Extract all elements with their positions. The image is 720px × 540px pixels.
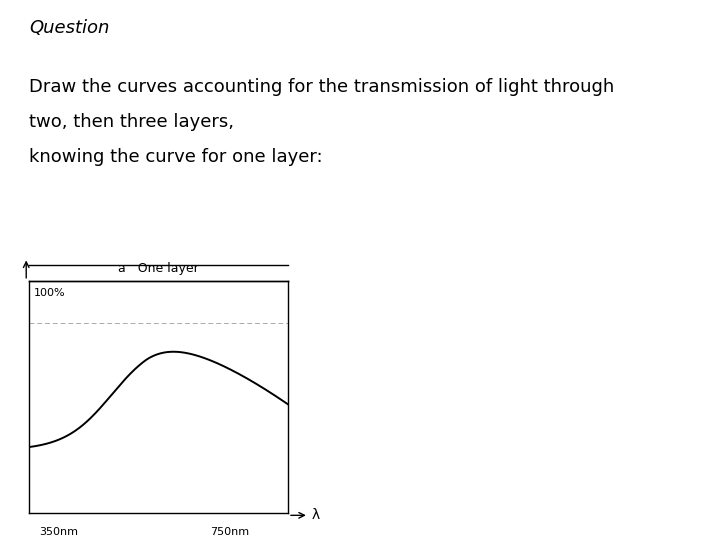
Text: knowing the curve for one layer:: knowing the curve for one layer: bbox=[29, 148, 323, 166]
Text: 750nm: 750nm bbox=[210, 527, 249, 537]
Text: Question: Question bbox=[29, 19, 109, 37]
Text: a   One layer: a One layer bbox=[118, 262, 199, 275]
Text: 100%: 100% bbox=[34, 288, 66, 298]
Text: 350nm: 350nm bbox=[39, 527, 78, 537]
Text: Draw the curves accounting for the transmission of light through: Draw the curves accounting for the trans… bbox=[29, 78, 614, 96]
Text: two, then three layers,: two, then three layers, bbox=[29, 113, 234, 131]
Text: λ: λ bbox=[311, 508, 320, 522]
